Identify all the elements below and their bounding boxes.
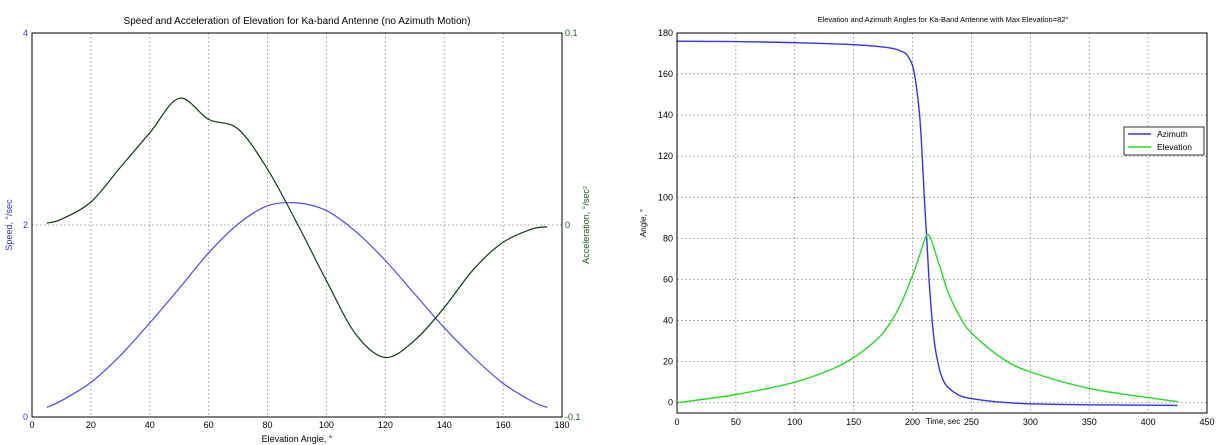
chart2-x-tick-label: 0 (674, 417, 679, 427)
chart2-y-tick-label: 100 (658, 192, 673, 202)
chart2-legend: Azimuth Elevation (1123, 126, 1205, 156)
chart1-y-tick-label-left: 2 (23, 220, 28, 230)
chart2-x-tick-label: 200 (905, 417, 920, 427)
chart2-title: Elevation and Azimuth Angles for Ka-Band… (818, 15, 1069, 24)
chart1-x-tick-label: 80 (263, 420, 273, 430)
chart1-x-tick-label: 100 (319, 420, 334, 430)
legend-label-azimuth: Azimuth (1157, 129, 1188, 139)
chart2-x-ticks: 0 50 100 150 200 250 300 350 400 450 (674, 417, 1214, 427)
chart1-y-axis-label-right: Acceleration, °/sec² (581, 186, 591, 264)
chart1-x-tick-label: 20 (86, 420, 96, 430)
chart2-y-tick-label: 160 (658, 69, 673, 79)
chart1-series-speed (46, 201, 548, 408)
chart1-x-tick-label: 40 (145, 420, 155, 430)
chart1-x-tick-label: 60 (204, 420, 214, 430)
chart2-x-tick-label: 450 (1199, 417, 1214, 427)
chart2-y-tick-label: 0 (668, 398, 673, 408)
chart2-axes-frame (676, 32, 1208, 414)
chart2-y-tick-label: 180 (658, 28, 673, 38)
chart2-x-tick-label: 100 (787, 417, 802, 427)
chart2-y-ticks: 0 20 40 60 80 100 120 140 160 180 (658, 28, 673, 408)
chart2-y-axis-label: Angle, ° (639, 209, 648, 237)
chart1-x-tick-label: 120 (378, 420, 393, 430)
chart1-y-tick-label-left: 0 (23, 412, 28, 422)
chart2-x-tick-label: 350 (1082, 417, 1097, 427)
chart1-axes-frame (31, 32, 563, 418)
chart2-x-tick-label: 150 (846, 417, 861, 427)
chart1-x-tick-label: 140 (437, 420, 452, 430)
legend-box (1123, 126, 1205, 156)
chart1-y-tick-label-right: -0.1 (565, 412, 581, 422)
chart1-x-tick-label: 180 (554, 420, 569, 430)
chart1-title: Speed and Acceleration of Elevation for … (124, 16, 471, 27)
chart1-y-tick-label-right: 0 (565, 220, 570, 230)
chart2-x-tick-label: 250 (964, 417, 979, 427)
chart2-y-tick-label: 20 (663, 357, 673, 367)
chart2-y-tick-label: 120 (658, 151, 673, 161)
chart2-x-tick-label: 300 (1023, 417, 1038, 427)
chart2-x-axis-label: Time, sec (926, 417, 960, 426)
chart1-x-tick-label: 160 (496, 420, 511, 430)
chart1-grid (32, 33, 562, 417)
chart2-series-elevation (676, 233, 1178, 404)
chart2-grid (677, 32, 1207, 413)
chart1-y-tick-label-right: 0.1 (565, 28, 578, 38)
chart2-series-azimuth (676, 40, 1178, 407)
chart1-x-tick-label: 0 (29, 420, 34, 430)
chart-speed-acceleration: Speed and Acceleration of Elevation for … (4, 16, 591, 444)
chart2-x-tick-label: 400 (1141, 417, 1156, 427)
chart1-series-acceleration (46, 97, 548, 359)
chart2-y-tick-label: 80 (663, 233, 673, 243)
chart-elevation-azimuth: Elevation and Azimuth Angles for Ka-Band… (639, 15, 1215, 427)
chart2-y-tick-label: 60 (663, 274, 673, 284)
legend-label-elevation: Elevation (1157, 142, 1192, 152)
chart1-y-axis-label-left: Speed, °/sec (4, 199, 14, 251)
chart1-y-ticks-left: 0 2 4 (23, 28, 28, 422)
chart2-x-tick-label: 50 (731, 417, 741, 427)
chart2-y-tick-label: 40 (663, 316, 673, 326)
chart1-x-ticks: 0 20 40 60 80 100 120 140 160 180 (29, 420, 569, 430)
chart2-y-tick-label: 140 (658, 110, 673, 120)
chart1-y-ticks-right: -0.1 0 0.1 (565, 28, 581, 422)
chart1-x-axis-label: Elevation Angle, ° (262, 434, 333, 444)
chart1-y-tick-label-left: 4 (23, 28, 28, 38)
